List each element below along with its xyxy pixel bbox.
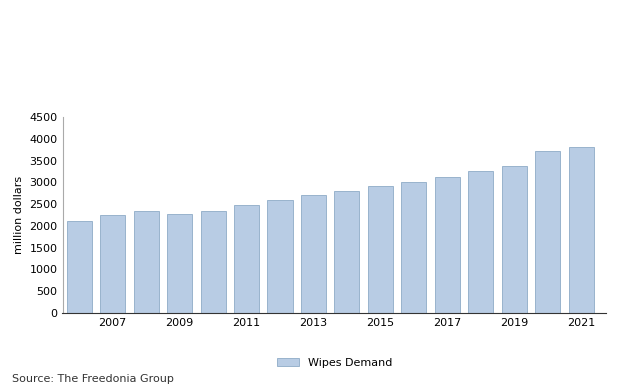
Bar [167, 214, 192, 313]
Bar [234, 205, 259, 313]
Text: Wipes Demand, 2006 – 2021: Wipes Demand, 2006 – 2021 [6, 20, 228, 34]
Bar [67, 221, 92, 313]
Bar [301, 195, 326, 313]
Bar [134, 211, 159, 313]
Bar [435, 177, 460, 313]
Bar [100, 215, 125, 313]
Bar [268, 200, 292, 313]
Y-axis label: million dollars: million dollars [14, 176, 24, 254]
Text: (million dollars): (million dollars) [6, 51, 129, 65]
Bar [535, 151, 560, 313]
Bar [502, 166, 527, 313]
Bar [334, 191, 359, 313]
Legend: Wipes Demand: Wipes Demand [272, 353, 397, 373]
Bar [468, 171, 493, 313]
Text: Freedonia: Freedonia [500, 91, 562, 104]
Bar [368, 187, 393, 313]
Bar [569, 147, 594, 313]
Bar [401, 181, 426, 313]
Bar [201, 211, 226, 313]
Text: Source: The Freedonia Group: Source: The Freedonia Group [12, 374, 174, 384]
